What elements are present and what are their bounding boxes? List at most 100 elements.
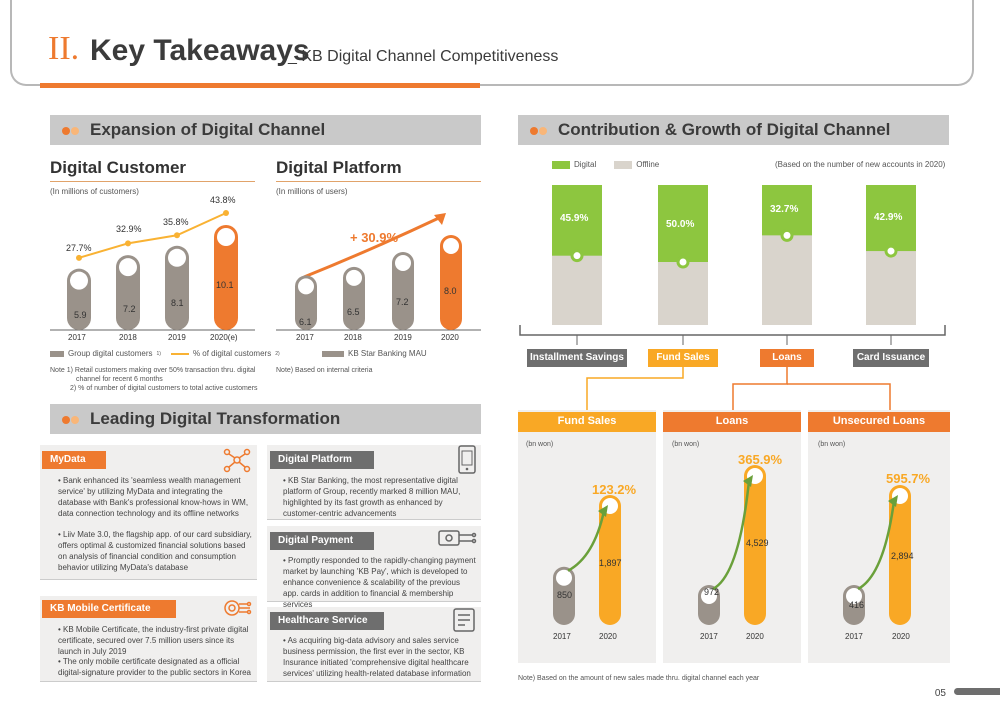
- digital-platform-xaxis: 2017 2018 2019 2020: [276, 333, 486, 345]
- legend-swatch: [552, 160, 570, 169]
- value-label: 850: [557, 590, 573, 600]
- panel-title: Loans: [663, 412, 801, 432]
- digital-customer-title: Digital Customer: [50, 158, 187, 177]
- page-subtitle: _ KB Digital Channel Competitiveness: [288, 48, 559, 65]
- bar-cap: [395, 255, 411, 271]
- bar-cap: [217, 228, 235, 246]
- digital-customer-unit: (In millions of customers): [50, 187, 139, 196]
- digital-platform-note: Note) Based on internal criteria: [276, 367, 373, 374]
- category-loans: Loans: [760, 349, 814, 367]
- tick-label: 2017: [68, 333, 86, 342]
- panel-unit: (bn won): [672, 441, 700, 448]
- contribution-basis: (Based on the number of new accounts in …: [775, 160, 946, 169]
- tick-label: 2018: [344, 333, 362, 342]
- mobile-app-icon: [458, 445, 476, 474]
- pct-line: [78, 212, 227, 259]
- digital-platform-chart: [276, 213, 481, 331]
- header-frame: [10, 0, 974, 86]
- note: 2) % of number of digital customers to t…: [70, 385, 258, 392]
- growth-label: 123.2%: [592, 482, 637, 497]
- legend-line: [170, 352, 189, 355]
- tag-mydata: MyData: [42, 451, 106, 469]
- growth-label: 595.7%: [886, 471, 931, 486]
- growth-note: Note) Based on the amount of new sales m…: [518, 675, 760, 682]
- value-label: 7.2: [123, 304, 136, 314]
- bar-cap: [846, 588, 862, 604]
- box-mydata: MyData • Bank enhanced its 'seamless wea…: [40, 445, 257, 580]
- connector: [586, 366, 684, 410]
- payment-text: • Promptly responded to the rapidly-chan…: [283, 556, 476, 609]
- contribution-chart: [519, 185, 946, 345]
- box-digital-platform: Digital Platform • KB Star Banking, the …: [267, 445, 481, 520]
- growth-arrow: [712, 480, 751, 591]
- value-label: 2,894: [891, 551, 914, 561]
- bar: [214, 225, 238, 330]
- note: Note 1) Retail customers making over 50%…: [50, 367, 256, 374]
- panel-unit: (bn won): [526, 441, 554, 448]
- panel-unit: (bn won): [818, 441, 846, 448]
- divider: [50, 181, 255, 182]
- bar-digital: [552, 185, 602, 256]
- bar-2020: [889, 485, 911, 625]
- title-underline: [40, 83, 480, 88]
- pct-label: 42.9%: [874, 212, 903, 223]
- box-kb-mobile-certificate: KB Mobile Certificate • KB Mobile Certif…: [40, 596, 257, 682]
- tick-label: 2020: [892, 632, 910, 641]
- tick-label: 2019: [394, 333, 412, 342]
- legend-label: Group digital customers: [68, 349, 153, 358]
- legend-label: Offline: [636, 160, 660, 169]
- contribution-pct-labels: 45.9% 50.0% 32.7% 42.9%: [518, 175, 950, 295]
- bullet-dots-icon: [62, 416, 80, 424]
- legend-swatch: [614, 160, 633, 169]
- value-label: 416: [849, 600, 865, 610]
- bullet-dots-icon: [530, 127, 548, 135]
- bullet-dots-icon: [62, 127, 80, 135]
- payment-card-icon: [438, 530, 477, 546]
- cert-text-2: • The only mobile certificate designated…: [58, 657, 251, 677]
- legend-swatch: [322, 350, 344, 357]
- digital-platform-unit: (In millions of users): [276, 187, 348, 196]
- section-bar-contribution: Contribution & Growth of Digital Channel: [518, 115, 949, 145]
- bar-marker: [570, 249, 584, 263]
- legend-label: Digital: [574, 160, 597, 169]
- section-title-leading: Leading Digital Transformation: [90, 409, 341, 428]
- digital-customer-xaxis: 2017 2018 2019 2020(e): [50, 333, 260, 345]
- tick-label: 2018: [119, 333, 137, 342]
- bar-cap: [701, 588, 717, 604]
- value-label: 6.1: [299, 317, 312, 327]
- digital-customer-notes: Note 1) Retail customers making over 50%…: [50, 366, 270, 393]
- mydata-text-1: • Bank enhanced its 'seamless wealth man…: [58, 476, 249, 518]
- bar-cap: [556, 569, 572, 586]
- digital-customer-legend: Group digital customers 1) % of digital c…: [50, 349, 280, 358]
- tag-digital-platform: Digital Platform: [270, 451, 374, 469]
- tick-label: 2017: [700, 632, 718, 641]
- category-card-issuance: Card Issuance: [853, 349, 929, 367]
- value-label: 972: [704, 587, 720, 597]
- growth-arrow: [303, 215, 442, 279]
- bar-cap: [70, 271, 88, 290]
- bar-marker: [884, 244, 898, 258]
- tick-label: 2019: [168, 333, 186, 342]
- bar: [116, 255, 140, 330]
- box-digital-payment: Digital Payment • Promptly responded to …: [267, 526, 481, 609]
- pct-point: [174, 232, 180, 239]
- tick-label: 2020: [441, 333, 459, 342]
- page-number: 05: [934, 688, 946, 699]
- platform-text: • KB Star Banking, the most representati…: [283, 476, 461, 518]
- growth-arrow: [567, 510, 606, 572]
- page-tab: [954, 688, 1000, 695]
- tick-label: 2020(e): [210, 333, 238, 342]
- bar: [392, 252, 414, 330]
- arrow-head-icon: [743, 475, 753, 487]
- pct-label: 27.7%: [66, 243, 92, 253]
- section-title-contribution: Contribution & Growth of Digital Channel: [558, 120, 891, 139]
- network-icon: [223, 448, 251, 473]
- panel-connectors: [586, 366, 891, 410]
- pct-point: [125, 240, 131, 247]
- value-label: 5.9: [74, 310, 87, 320]
- bar-cap: [443, 238, 459, 254]
- legend-swatch: [50, 350, 64, 357]
- bar-cap: [119, 258, 137, 277]
- category-installment-savings: Installment Savings: [527, 349, 627, 367]
- legend-label: KB Star Banking MAU: [348, 349, 427, 358]
